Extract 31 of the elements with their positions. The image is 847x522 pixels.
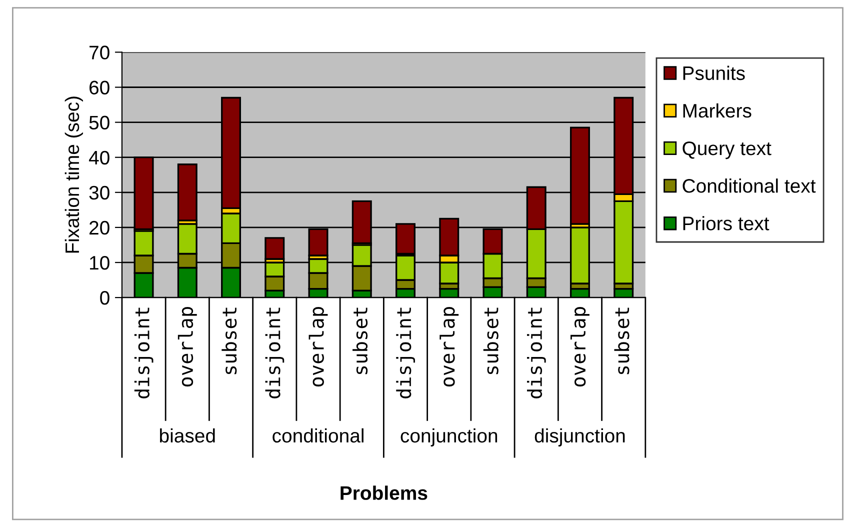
x-axis-title: Problems (340, 486, 428, 500)
y-tick-label: 0 (100, 291, 110, 305)
x-tick-label: subset (222, 308, 237, 374)
x-tick-label: subset (352, 308, 368, 374)
x-tick-label: overlap (308, 307, 328, 387)
y-tick-label: 20 (90, 220, 110, 235)
x-tick-label: overlap (440, 307, 459, 387)
x-tick-label: disjoint (134, 308, 154, 398)
y-axis-title: Fixation time (sec) (64, 96, 83, 253)
x-tick-label: disjoint (265, 308, 284, 398)
legend-label: Markers (683, 103, 752, 118)
legend-label: Priors text (683, 216, 770, 230)
legend-label: Psunits (683, 66, 745, 80)
x-tick-label: disjoint (527, 308, 546, 398)
text: disjunction (534, 428, 625, 446)
x-tick-label: overlap (178, 307, 197, 387)
y-tick-label: 30 (89, 186, 110, 200)
x-tick-label: disjoint (396, 308, 415, 398)
legend-label: Conditional text (682, 178, 816, 193)
x-tick-label: subset (614, 308, 630, 374)
y-tick-label: 60 (90, 80, 110, 94)
y-tick-label: 50 (89, 116, 110, 130)
text: biased (160, 428, 215, 443)
legend-label: Query text (682, 141, 772, 160)
text: conditional (272, 428, 364, 443)
x-tick-label: overlap (570, 307, 590, 387)
y-tick-label: 40 (88, 150, 110, 165)
x-tick-label: subset (483, 308, 498, 374)
text: conjunction (400, 428, 498, 446)
y-tick-label: 70 (90, 46, 110, 60)
y-tick-label: 10 (90, 256, 110, 270)
